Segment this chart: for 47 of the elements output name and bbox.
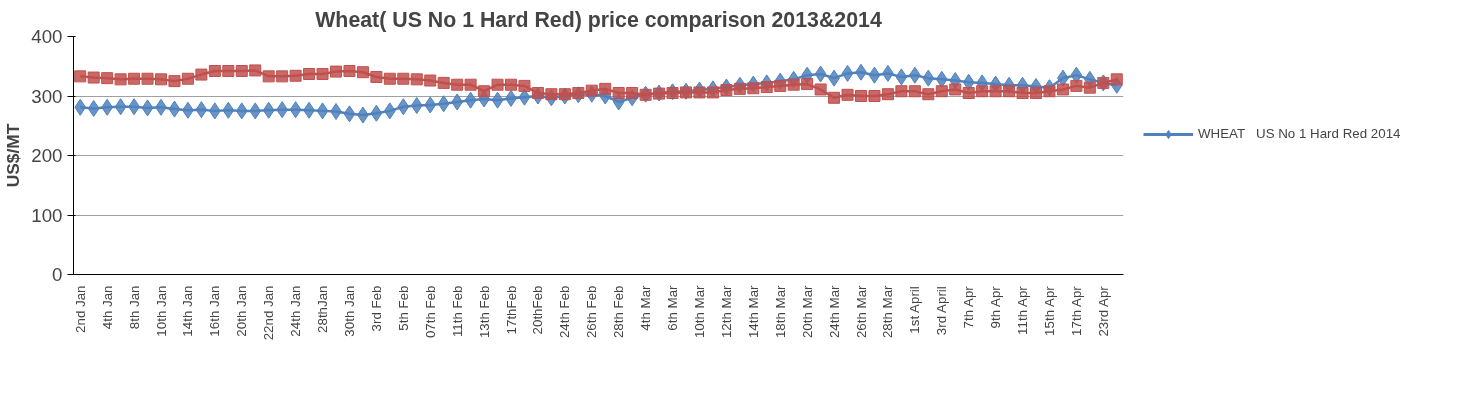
x-tick-label: 07th Feb [422,285,438,339]
x-tick-label: 28thJan [315,285,331,333]
y-tick-label: 400 [31,26,63,47]
x-tick-label: 12th Mar [718,284,734,339]
x-tick-label: 11th Apr [1015,285,1031,335]
x-tick-label: 30th Jan [341,285,357,337]
y-tick-label: 300 [31,85,63,107]
x-tick-label: 20th Jan [234,285,250,337]
x-tick-label: 6th Mar [665,284,681,331]
y-tick-label: 200 [31,145,63,166]
x-tick-label: 3rd Feb [368,285,384,332]
x-tick-label: 5th Feb [395,285,411,331]
x-tick-label: 24th Feb [557,285,573,339]
x-tick-label: 2nd Jan [72,285,88,333]
x-tick-label: 18th Mar [772,284,788,339]
x-tick-label: 24th Mar [826,284,842,339]
x-tick-label: 1st April [907,286,923,334]
x-tick-label: 3rd April [934,286,950,336]
x-tick-label: 8th Jan [126,285,142,330]
x-tick-label: 17th Apr [1068,285,1084,336]
x-tick-label: 17thFeb [503,285,519,335]
x-tick-label: 26th Feb [584,285,600,339]
x-tick-label: 10th Jan [153,285,169,337]
x-tick-label: 20thFeb [530,285,546,335]
x-tick-label: 24th Jan [288,285,304,337]
x-tick-label: 23rd Apr [1095,285,1111,337]
x-tick-label: 26th Mar [853,284,869,339]
x-tick-label: 14th Mar [745,284,761,339]
x-tick-label: 4th Jan [99,285,115,330]
x-tick-label: 14th Jan [180,285,196,337]
x-tick-label: 10th Mar [691,284,707,339]
legend-label: WHEAT US No 1 Hard Red 2014 [1198,126,1401,141]
y-tick-label: 100 [31,204,63,226]
y-axis-title: US$/MT [3,123,24,188]
x-tick-label: 7th Apr [961,285,977,329]
x-tick-label: 28th Feb [611,285,627,339]
x-tick-label: 16th Jan [207,285,223,337]
x-tick-label: 22nd Jan [261,285,277,341]
chart-title: Wheat( US No 1 Hard Red) price comparison 2013&2014 [315,7,882,32]
x-tick-label: 20th Mar [799,284,815,339]
x-tick-label: 9th Apr [988,285,1004,329]
x-tick-label: 4th Mar [638,284,654,331]
x-tick-label: 28th Mar [880,284,896,339]
x-tick-label: 11th Feb [449,285,465,338]
y-tick-label: 0 [52,264,63,285]
x-tick-label: 15th Apr [1041,285,1057,336]
x-tick-label: 13th Feb [476,285,492,339]
